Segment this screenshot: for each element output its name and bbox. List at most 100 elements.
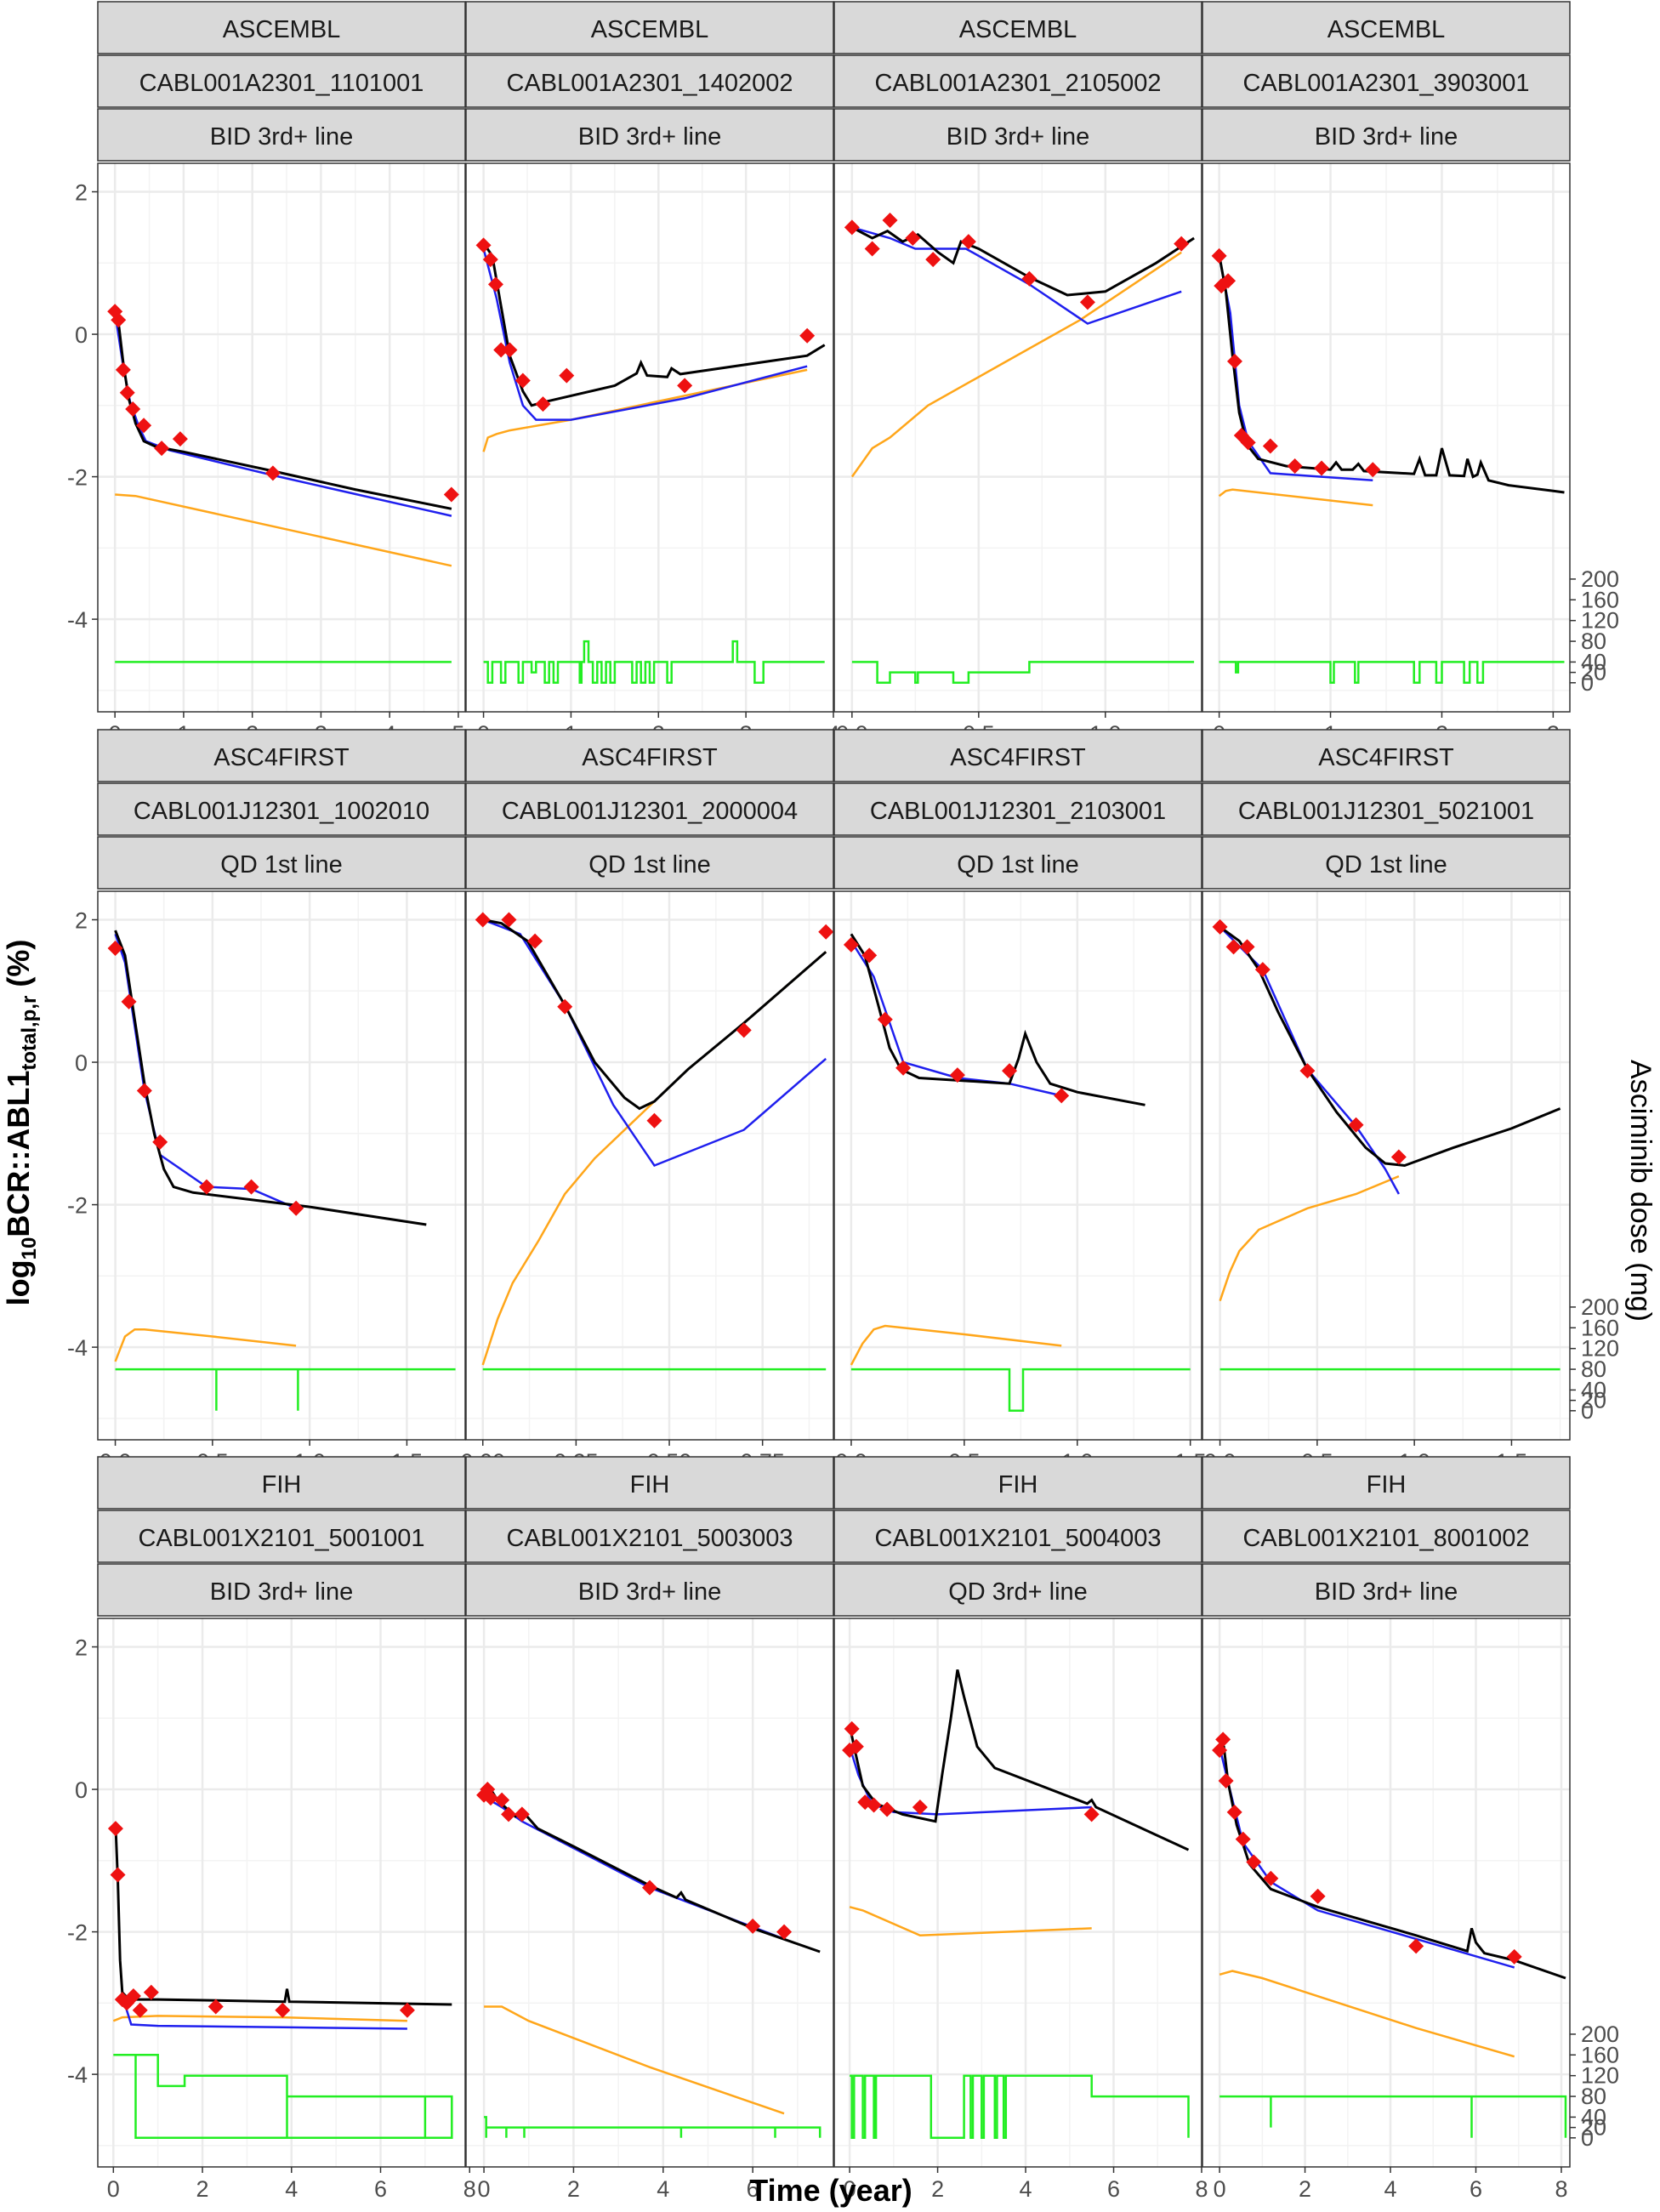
observed-point bbox=[110, 1867, 126, 1883]
strip-label: ASCEMBL bbox=[1327, 16, 1446, 43]
strip-label: ASC4FIRST bbox=[1318, 744, 1454, 771]
strip-box bbox=[833, 1510, 1202, 1563]
black-model-line bbox=[851, 226, 1195, 297]
y2-tick-label: 160 bbox=[1581, 1315, 1619, 1340]
plot-border bbox=[465, 1618, 834, 2168]
strip-label: FIH bbox=[998, 1471, 1038, 1498]
observed-point bbox=[125, 1987, 141, 2004]
observed-point bbox=[119, 384, 135, 401]
y2-tick-label: 80 bbox=[1581, 628, 1606, 654]
observed-point bbox=[264, 465, 281, 481]
x-tick-label: 8 bbox=[1195, 2176, 1208, 2202]
y2-tick-label: 120 bbox=[1581, 1336, 1619, 1362]
panel: ASCEMBL CABL001A2301_1402002 BID 3rd+ line… bbox=[465, 1, 840, 747]
strip-label: CABL001A2301_1101001 bbox=[139, 70, 424, 97]
observed-point bbox=[1239, 939, 1255, 955]
black-model-line bbox=[1219, 925, 1561, 1168]
observed-point bbox=[677, 378, 693, 394]
strip-box bbox=[1202, 729, 1571, 782]
strip-box bbox=[1202, 1456, 1571, 1510]
observed-point bbox=[1365, 462, 1381, 478]
observed-point bbox=[501, 912, 517, 928]
observed-point bbox=[1226, 353, 1242, 369]
x-tick-label: 8 bbox=[463, 2176, 476, 2202]
observed-point bbox=[482, 1790, 498, 1806]
observed-point bbox=[882, 213, 898, 229]
strip-label: CABL001A2301_2105002 bbox=[874, 70, 1161, 97]
observed-point bbox=[475, 237, 492, 253]
strip-label: QD 1st line bbox=[1325, 851, 1447, 879]
strip-label: BID 3rd+ line bbox=[578, 123, 721, 151]
observed-point bbox=[844, 1720, 860, 1737]
x-tick-label: 6 bbox=[747, 2176, 759, 2202]
plot-background bbox=[834, 891, 1202, 1440]
observed-point bbox=[107, 941, 123, 957]
strip-box bbox=[97, 782, 466, 836]
observed-point bbox=[818, 924, 834, 940]
observed-point bbox=[1174, 236, 1190, 252]
y2-tick-label: 20 bbox=[1581, 2115, 1606, 2141]
y-axis-title-main: BCR::ABL1 bbox=[1, 1071, 36, 1237]
orange-model-line bbox=[1219, 1970, 1515, 2058]
blue-model-line bbox=[121, 1995, 407, 2030]
plot-background bbox=[834, 163, 1202, 712]
strip-box bbox=[1202, 1563, 1571, 1617]
strip-box bbox=[97, 836, 466, 890]
x-tick-label: 0 bbox=[478, 2176, 491, 2202]
observed-point bbox=[1314, 460, 1330, 476]
plot-background bbox=[98, 891, 465, 1440]
plot-border bbox=[97, 1618, 466, 2168]
black-model-line bbox=[482, 918, 827, 1111]
orange-model-line bbox=[850, 1324, 1062, 1366]
observed-point bbox=[949, 1067, 965, 1083]
plot-background bbox=[1202, 1618, 1570, 2167]
observed-point bbox=[736, 1022, 752, 1038]
plot-border bbox=[833, 162, 1202, 713]
black-model-line bbox=[1218, 253, 1565, 494]
strip-box bbox=[465, 1, 834, 54]
observed-point bbox=[1246, 1854, 1262, 1870]
strip-label: BID 3rd+ line bbox=[210, 1578, 353, 1606]
observed-point bbox=[115, 361, 131, 378]
orange-model-line bbox=[1218, 488, 1373, 507]
strip-box bbox=[1202, 1510, 1571, 1563]
observed-point bbox=[1079, 294, 1095, 310]
observed-point bbox=[1263, 1870, 1279, 1886]
observed-point bbox=[844, 219, 860, 236]
y-tick-label: -4 bbox=[67, 1335, 88, 1361]
black-model-line bbox=[1218, 1738, 1566, 1980]
strip-label: CABL001A2301_1402002 bbox=[506, 70, 793, 97]
x-tick-label: 6 bbox=[1470, 2176, 1482, 2202]
strip-label: ASC4FIRST bbox=[582, 744, 718, 771]
plot-border bbox=[97, 890, 466, 1441]
dose-line bbox=[850, 1368, 1191, 1413]
observed-point bbox=[1262, 438, 1278, 454]
observed-point bbox=[1506, 1948, 1522, 1965]
panel: ASC4FIRST CABL001J12301_1002010 QD 1st lin… bbox=[67, 729, 466, 1475]
observed-point bbox=[501, 1806, 517, 1822]
y-axis-title: log10BCR::ABL1total,p,r (%) bbox=[1, 940, 41, 1306]
observed-point bbox=[143, 1984, 159, 2000]
dose-line bbox=[483, 640, 825, 685]
observed-point bbox=[111, 312, 127, 328]
strip-box bbox=[833, 729, 1202, 782]
strip-label: CABL001X2101_5004003 bbox=[874, 1525, 1161, 1552]
strip-label: CABL001J12301_2103001 bbox=[870, 798, 1166, 825]
y2-tick-label: 0 bbox=[1581, 2125, 1594, 2151]
black-model-line bbox=[482, 242, 826, 407]
y2-tick-label: 160 bbox=[1581, 587, 1619, 612]
x-tick-label: 4 bbox=[1020, 2176, 1032, 2202]
x-tick-label: 2 bbox=[931, 2176, 944, 2202]
observed-point bbox=[527, 933, 543, 949]
observed-point bbox=[494, 1792, 510, 1808]
observed-point bbox=[1240, 435, 1256, 451]
x-tick-label: 4 bbox=[1384, 2176, 1397, 2202]
panel: FIH CABL001X2101_8001002 BID 3rd+ line 0 2 4 6… bbox=[1202, 1456, 1619, 2202]
observed-point bbox=[776, 1924, 793, 1940]
strip-label: ASCEMBL bbox=[591, 16, 709, 43]
y-tick-label: 0 bbox=[75, 1050, 88, 1076]
strip-box bbox=[833, 1, 1202, 54]
observed-point bbox=[1299, 1063, 1316, 1079]
panels-group: ASCEMBL CABL001A2301_1101001 BID 3rd+ line… bbox=[67, 1, 1619, 2202]
observed-point bbox=[154, 441, 170, 457]
